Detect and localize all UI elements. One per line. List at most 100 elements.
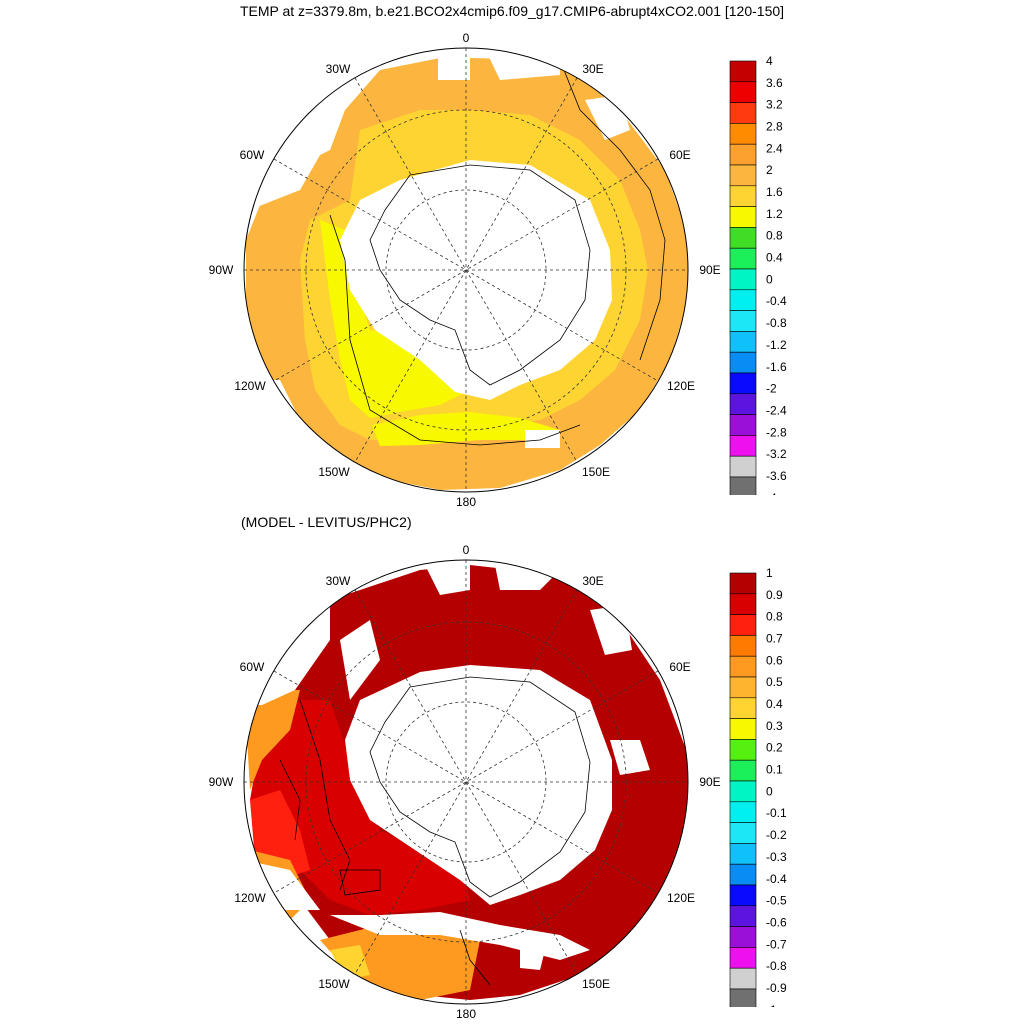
bottom-colorbar-box-1 <box>729 593 757 615</box>
bottom-lon-label-150w: 150W <box>318 977 350 991</box>
bottom-colorbar-box-12 <box>729 822 757 844</box>
top-colorbar-box-20 <box>729 476 757 495</box>
top-colorbar-box-18 <box>729 435 757 457</box>
bottom-colorbar-box-3 <box>729 635 757 657</box>
bottom-colorbar-box-9 <box>729 759 757 782</box>
bottom-colorbar-box-15 <box>729 884 757 907</box>
top-colorbar-label-5: 2 <box>766 163 773 177</box>
bottom-colorbar-box-18 <box>729 947 757 969</box>
bottom-colorbar-label-2: 0.8 <box>766 610 783 624</box>
top-lon-label-60e: 60E <box>669 148 690 162</box>
bottom-colorbar-label-7: 0.3 <box>766 719 783 733</box>
top-colorbar-box-19 <box>729 455 757 478</box>
bottom-colorbar-label-3: 0.7 <box>766 632 783 646</box>
top-colorbar-label-12: -0.8 <box>766 316 787 330</box>
top-colorbar-label-14: -1.6 <box>766 360 787 374</box>
top-colorbar-box-14 <box>729 351 757 374</box>
top-lon-label-150e: 150E <box>582 465 610 479</box>
bottom-colorbar-label-20: -1 <box>766 1003 777 1007</box>
top-colorbar-label-8: 0.8 <box>766 229 783 243</box>
top-colorbar-box-1 <box>729 81 757 103</box>
bottom-colorbar-label-13: -0.3 <box>766 850 787 864</box>
top-colorbar-box-8 <box>729 227 757 249</box>
bottom-lon-label-60e: 60E <box>669 660 690 674</box>
bottom-colorbar-label-15: -0.5 <box>766 894 787 908</box>
bottom-map-border <box>243 559 689 1005</box>
bottom-colorbar-box-17 <box>729 926 757 948</box>
bottom-colorbar-box-11 <box>729 801 757 823</box>
bottom-colorbar-label-11: -0.1 <box>766 806 787 820</box>
bottom-colorbar-label-19: -0.9 <box>766 981 787 995</box>
top-colorbar-label-6: 1.6 <box>766 185 783 199</box>
bottom-colorbar-box-14 <box>729 863 757 886</box>
bottom-colorbar-box-13 <box>729 843 757 865</box>
bottom-colorbar-label-8: 0.2 <box>766 741 783 755</box>
top-lon-label-120w: 120W <box>234 379 266 393</box>
bottom-lon-label-90e: 90E <box>699 775 720 789</box>
top-colorbar-label-15: -2 <box>766 382 777 396</box>
bottom-colorbar-box-16 <box>729 905 757 927</box>
bottom-colorbar-label-14: -0.4 <box>766 872 787 886</box>
bottom-lon-label-30e: 30E <box>582 574 603 588</box>
bottom-lon-label-90w: 90W <box>209 775 234 789</box>
top-colorbar-box-0 <box>729 60 757 83</box>
top-colorbar-box-13 <box>729 331 757 353</box>
bottom-graticule <box>244 560 688 1004</box>
bottom-colorbar-box-4 <box>729 655 757 678</box>
top-colorbar-label-0: 4 <box>766 55 773 68</box>
bottom-lon-label-180: 180 <box>456 1007 476 1021</box>
top-contour-line <box>329 59 666 446</box>
top-colorbar-box-7 <box>729 206 757 228</box>
bottom-coastline <box>369 676 591 898</box>
top-colorbar-label-20: -4 <box>766 491 777 495</box>
top-colorbar-label-13: -1.2 <box>766 338 787 352</box>
bottom-colorbar-box-0 <box>729 572 757 595</box>
top-antarctica-mask <box>340 160 612 400</box>
bottom-colorbar-label-12: -0.2 <box>766 828 787 842</box>
top-lon-label-90w: 90W <box>209 263 234 277</box>
bottom-colorbar-box-8 <box>729 739 757 761</box>
bottom-region-yellow-south <box>330 945 370 980</box>
top-colorbar-box-17 <box>729 414 757 436</box>
top-colorbar-box-12 <box>729 310 757 332</box>
top-lon-label-60w: 60W <box>240 148 265 162</box>
bottom-colorbar-box-5 <box>729 676 757 699</box>
top-colorbar: 4 3.6 3.2 2.8 2.4 2 1.6 1.2 0.8 0.4 0 -0.4 -0.8 -1.2 -… <box>729 55 787 495</box>
top-colorbar-label-11: -0.4 <box>766 294 787 308</box>
top-colorbar-label-16: -2.4 <box>766 403 787 417</box>
top-lon-label-30e: 30E <box>582 62 603 76</box>
top-colorbar-box-11 <box>729 289 757 311</box>
top-colorbar-box-3 <box>729 123 757 145</box>
top-colorbar-label-4: 2.4 <box>766 141 783 155</box>
top-colorbar-box-9 <box>729 247 757 270</box>
top-colorbar-label-7: 1.2 <box>766 207 783 221</box>
top-colorbar-label-9: 0.4 <box>766 251 783 265</box>
top-colorbar-label-10: 0 <box>766 272 773 286</box>
bottom-colorbar-label-1: 0.9 <box>766 588 783 602</box>
bottom-colorbar-box-6 <box>729 697 757 719</box>
bottom-lon-label-0: 0 <box>463 543 470 557</box>
bottom-lon-label-120e: 120E <box>667 891 695 905</box>
top-colorbar-box-2 <box>729 102 757 124</box>
top-colorbar-box-5 <box>729 164 757 187</box>
top-lon-label-180: 180 <box>456 495 476 509</box>
bottom-lon-label-120w: 120W <box>234 891 266 905</box>
bottom-colorbar-label-10: 0 <box>766 784 773 798</box>
bottom-colorbar-box-20 <box>729 988 757 1007</box>
top-lon-label-90e: 90E <box>699 263 720 277</box>
bottom-lon-label-30w: 30W <box>326 574 351 588</box>
bottom-colorbar-label-16: -0.6 <box>766 915 787 929</box>
top-colorbar-label-17: -2.8 <box>766 425 787 439</box>
top-colorbar-label-2: 3.2 <box>766 98 783 112</box>
top-graticule <box>244 48 688 492</box>
top-colorbar-box-16 <box>729 393 757 415</box>
bottom-lon-label-60w: 60W <box>240 660 265 674</box>
bottom-colorbar-label-4: 0.6 <box>766 653 783 667</box>
top-lon-label-0: 0 <box>463 31 470 45</box>
top-map-border <box>243 47 689 493</box>
top-colorbar-box-6 <box>729 185 757 207</box>
bottom-colorbar-box-19 <box>729 967 757 990</box>
bottom-contour-line <box>279 699 491 986</box>
top-lon-label-30w: 30W <box>326 62 351 76</box>
bottom-lon-label-150e: 150E <box>582 977 610 991</box>
